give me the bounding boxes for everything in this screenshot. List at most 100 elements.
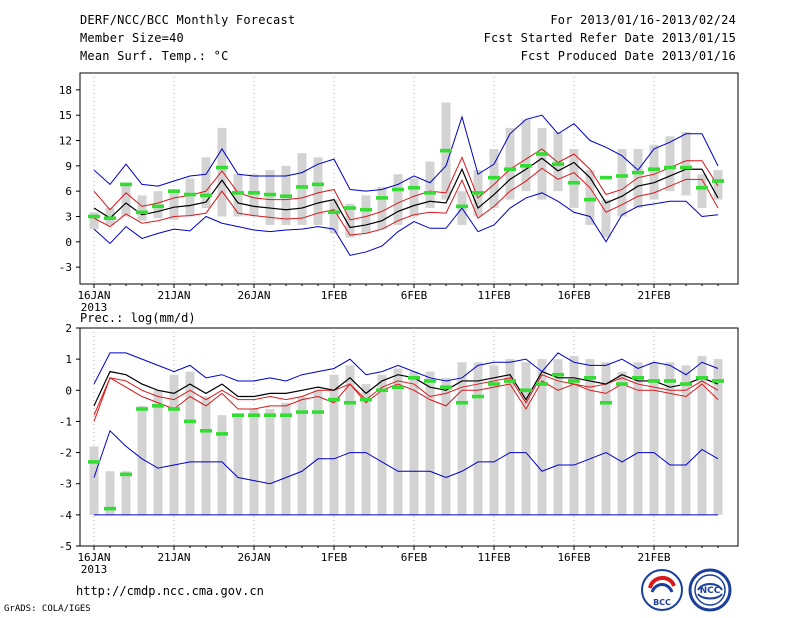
prec-marker xyxy=(184,419,196,424)
temp-xtick-label: 16JAN xyxy=(77,289,110,302)
prec-marker xyxy=(504,379,516,383)
temp-ytick-label: 3 xyxy=(65,210,72,223)
temp-marker xyxy=(632,170,644,175)
prec-box xyxy=(425,371,435,515)
prec-marker xyxy=(216,432,228,436)
temp-xtick-label: 6FEB xyxy=(401,289,428,302)
prec-box xyxy=(153,390,163,515)
temp-xtick-label: 1FEB xyxy=(321,289,348,302)
prec-panel-title: Prec.: log(mm/d) xyxy=(80,311,196,325)
prec-marker xyxy=(408,376,420,380)
temp-box xyxy=(329,199,339,234)
temp-marker xyxy=(424,191,436,195)
temp-lower-std-line xyxy=(93,167,719,236)
temp-marker xyxy=(360,207,372,212)
prec-box xyxy=(569,356,579,515)
prec-box xyxy=(89,446,99,515)
temp-xtick-label: 16FEB xyxy=(557,289,590,302)
prec-ytick-label: 0 xyxy=(65,384,72,397)
temp-marker xyxy=(456,204,468,209)
prec-marker xyxy=(472,394,484,399)
temp-box xyxy=(569,148,579,209)
prec-marker xyxy=(584,376,596,380)
temp-box xyxy=(521,119,531,192)
temp-box xyxy=(313,157,323,225)
temp-marker xyxy=(696,185,708,190)
prec-year-label: 2013 xyxy=(81,563,108,576)
prec-marker xyxy=(680,382,692,386)
prec-marker xyxy=(280,413,292,417)
prec-marker xyxy=(232,413,244,417)
temp-marker xyxy=(392,187,404,192)
temp-box xyxy=(233,174,243,217)
temp-marker xyxy=(312,182,324,187)
temp-xtick-label: 21FEB xyxy=(637,289,670,302)
temp-marker xyxy=(440,148,452,153)
prec-ytick-label: -1 xyxy=(59,415,72,428)
prec-marker xyxy=(520,388,532,393)
prec-box xyxy=(537,359,547,515)
temp-marker xyxy=(376,196,388,200)
prec-mean-line xyxy=(93,370,719,407)
member-size-label: Member Size=40 xyxy=(80,31,184,45)
temp-box xyxy=(361,195,371,234)
prec-ytick-label: -4 xyxy=(59,509,73,522)
temp-upper-std-line xyxy=(93,148,719,221)
prec-marker xyxy=(376,388,388,393)
temp-marker xyxy=(120,182,132,187)
prec-xtick-label: 21JAN xyxy=(157,551,190,564)
temp-marker xyxy=(104,216,116,220)
prec-box xyxy=(137,405,147,515)
temp-box xyxy=(681,132,691,196)
temp-box xyxy=(265,170,275,225)
temp-ytick-label: 18 xyxy=(59,84,72,97)
temp-year-label: 2013 xyxy=(81,301,108,314)
ncc-logo: NCC xyxy=(688,568,732,612)
prec-xtick-label: 6FEB xyxy=(401,551,428,564)
prec-box xyxy=(457,362,467,515)
temp-box xyxy=(377,186,387,230)
prec-box xyxy=(201,396,211,515)
temp-box xyxy=(505,127,515,200)
temp-marker xyxy=(648,167,660,172)
temp-box xyxy=(185,178,195,217)
temp-marker xyxy=(712,179,724,183)
temp-marker xyxy=(680,165,692,170)
prec-box xyxy=(297,396,307,515)
source-url[interactable]: http://cmdp.ncc.cma.gov.cn xyxy=(76,584,264,598)
prec-marker xyxy=(136,407,148,411)
software-credit: GrADS: COLA/IGES xyxy=(4,604,91,614)
prec-box xyxy=(185,371,195,515)
prec-xtick-label: 21FEB xyxy=(637,551,670,564)
prec-xtick-label: 26JAN xyxy=(237,551,270,564)
temp-box xyxy=(201,157,211,209)
temp-marker xyxy=(584,197,596,202)
prec-upper-std-line xyxy=(93,374,719,416)
temp-box xyxy=(537,127,547,200)
prec-marker xyxy=(200,428,212,433)
temp-plot-frame xyxy=(79,72,739,285)
temp-box xyxy=(137,195,147,221)
prec-box xyxy=(441,377,451,515)
temp-marker xyxy=(520,164,532,168)
prec-box xyxy=(649,362,659,515)
temp-marker xyxy=(328,210,340,215)
forecast-period-label: For 2013/01/16-2013/02/24 xyxy=(550,13,736,27)
prec-marker xyxy=(296,410,308,414)
prec-marker xyxy=(456,400,468,405)
temp-marker xyxy=(200,193,212,198)
temp-box xyxy=(393,174,403,225)
started-date-label: Fcst Started Refer Date 2013/01/15 xyxy=(483,31,736,45)
temp-marker xyxy=(184,192,196,197)
bcc-logo-text: BCC xyxy=(653,598,671,607)
temp-box xyxy=(713,170,723,200)
prec-marker xyxy=(600,400,612,405)
temp-mean-line xyxy=(93,157,719,229)
temp-box xyxy=(697,174,707,209)
temp-ytick-label: 6 xyxy=(65,185,72,198)
prec-lower-std-line xyxy=(93,377,719,422)
prec-box xyxy=(393,368,403,515)
chart-title: DERF/NCC/BCC Monthly Forecast xyxy=(80,13,296,27)
prec-plot-frame xyxy=(79,327,739,547)
temp-marker xyxy=(280,194,292,199)
